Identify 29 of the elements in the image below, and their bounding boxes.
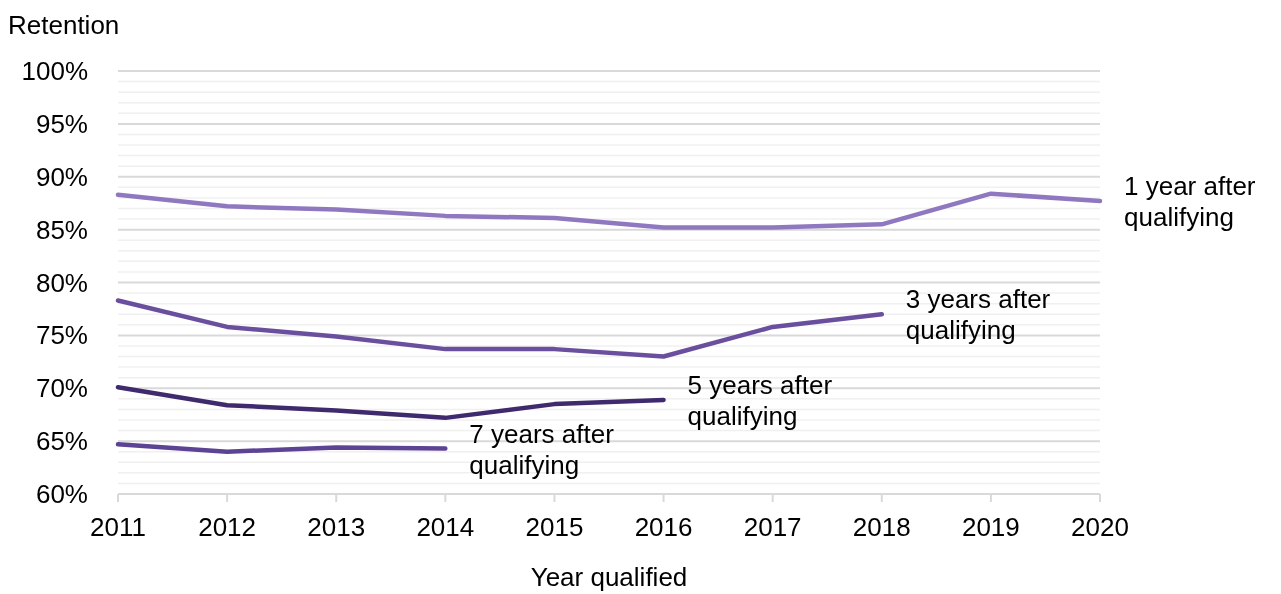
y-tick-label: 85% bbox=[35, 214, 88, 245]
y-tick-label: 80% bbox=[35, 267, 88, 298]
x-tick-label: 2015 bbox=[525, 512, 584, 542]
line-series bbox=[115, 442, 448, 454]
x-axis-title: Year qualified bbox=[530, 562, 688, 592]
series-label: 7 years after qualifying bbox=[469, 418, 615, 480]
x-tick-label: 2020 bbox=[1071, 512, 1129, 542]
x-tick-label: 2017 bbox=[743, 512, 802, 542]
series-label: 5 years after qualifying bbox=[687, 369, 833, 431]
line-series bbox=[115, 384, 666, 421]
series-label: 1 year after qualifying bbox=[1124, 171, 1256, 233]
x-tick-label: 2011 bbox=[90, 512, 146, 542]
series-label: 3 years after qualifying bbox=[905, 284, 1051, 346]
x-tick-label: 2018 bbox=[852, 512, 911, 542]
y-tick-label: 60% bbox=[35, 479, 88, 510]
y-tick-label: 70% bbox=[35, 373, 88, 404]
x-tick-label: 2014 bbox=[416, 512, 475, 542]
line-series bbox=[115, 191, 1103, 230]
y-tick-label: 90% bbox=[35, 161, 88, 192]
x-tick-label: 2016 bbox=[634, 512, 693, 542]
y-tick-label: 100% bbox=[21, 56, 88, 87]
x-tick-label: 2019 bbox=[961, 512, 1020, 542]
x-tick-label: 2013 bbox=[307, 512, 366, 542]
y-tick-label: 65% bbox=[35, 426, 88, 457]
y-tick-label: 95% bbox=[35, 108, 88, 139]
line-series bbox=[115, 298, 885, 359]
y-tick-label: 75% bbox=[35, 320, 88, 351]
x-tick-label: 2012 bbox=[198, 512, 257, 542]
y-axis-title: Retention bbox=[8, 10, 120, 40]
